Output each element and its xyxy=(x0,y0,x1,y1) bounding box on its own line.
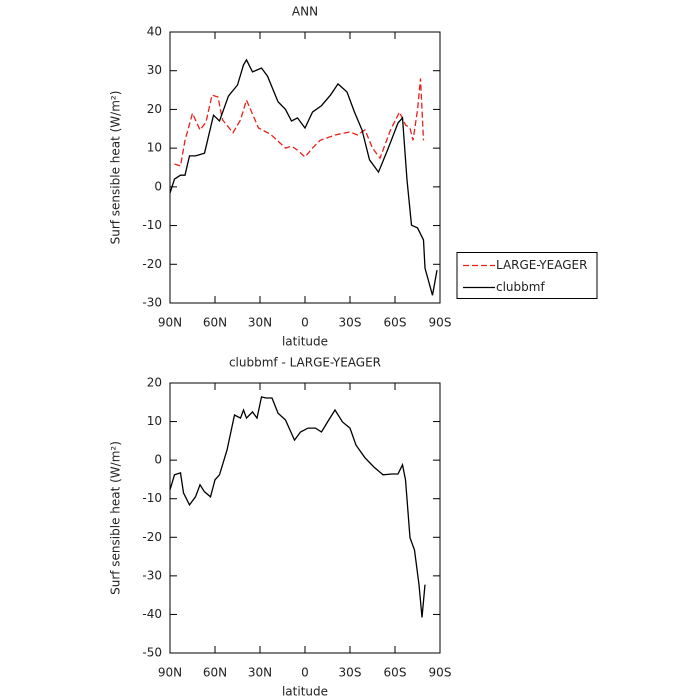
y-tick-label: 0 xyxy=(154,179,162,193)
y-tick-label: 30 xyxy=(147,63,162,77)
x-axis-label: latitude xyxy=(282,335,328,349)
y-tick-label: -30 xyxy=(142,568,162,582)
x-tick-label: 60N xyxy=(203,666,227,680)
legend-label: LARGE-YEAGER xyxy=(496,258,587,272)
data-line xyxy=(169,396,426,618)
y-tick-label: -10 xyxy=(142,491,162,505)
y-tick-label: 10 xyxy=(147,414,162,428)
y-tick-label: -10 xyxy=(142,218,162,232)
y-tick-label: 20 xyxy=(147,102,162,116)
data-line xyxy=(169,58,438,296)
legend-box xyxy=(456,252,598,299)
x-tick-label: 90S xyxy=(429,316,452,330)
x-tick-label: 30S xyxy=(339,316,362,330)
plot-frame xyxy=(169,382,441,654)
y-tick-label: -20 xyxy=(142,257,162,271)
y-axis-label: Surf sensible heat (W/m²) xyxy=(109,441,123,595)
plot-frame xyxy=(169,31,441,304)
x-tick-label: 30S xyxy=(339,666,362,680)
y-tick-label: -30 xyxy=(142,296,162,310)
y-tick-label: 20 xyxy=(147,376,162,390)
y-tick-label: 0 xyxy=(154,453,162,467)
y-tick-label: -50 xyxy=(142,646,162,660)
x-axis-label: latitude xyxy=(282,685,328,699)
x-tick-label: 0 xyxy=(301,316,309,330)
x-tick-label: 60N xyxy=(203,316,227,330)
chart-title: clubbmf - LARGE-YEAGER xyxy=(229,356,381,370)
x-tick-label: 30N xyxy=(248,316,272,330)
y-tick-label: 10 xyxy=(147,141,162,155)
x-tick-label: 60S xyxy=(384,666,407,680)
y-axis-label: Surf sensible heat (W/m²) xyxy=(109,91,123,245)
x-tick-label: 30N xyxy=(248,666,272,680)
y-tick-label: 40 xyxy=(147,25,162,39)
x-tick-label: 60S xyxy=(384,316,407,330)
x-tick-label: 0 xyxy=(301,666,309,680)
y-tick-label: -40 xyxy=(142,607,162,621)
x-tick-label: 90N xyxy=(158,316,182,330)
y-tick-label: -20 xyxy=(142,530,162,544)
x-tick-label: 90S xyxy=(429,666,452,680)
x-tick-label: 90N xyxy=(158,666,182,680)
legend-label: clubbmf xyxy=(496,280,545,294)
chart-title: ANN xyxy=(292,5,318,19)
